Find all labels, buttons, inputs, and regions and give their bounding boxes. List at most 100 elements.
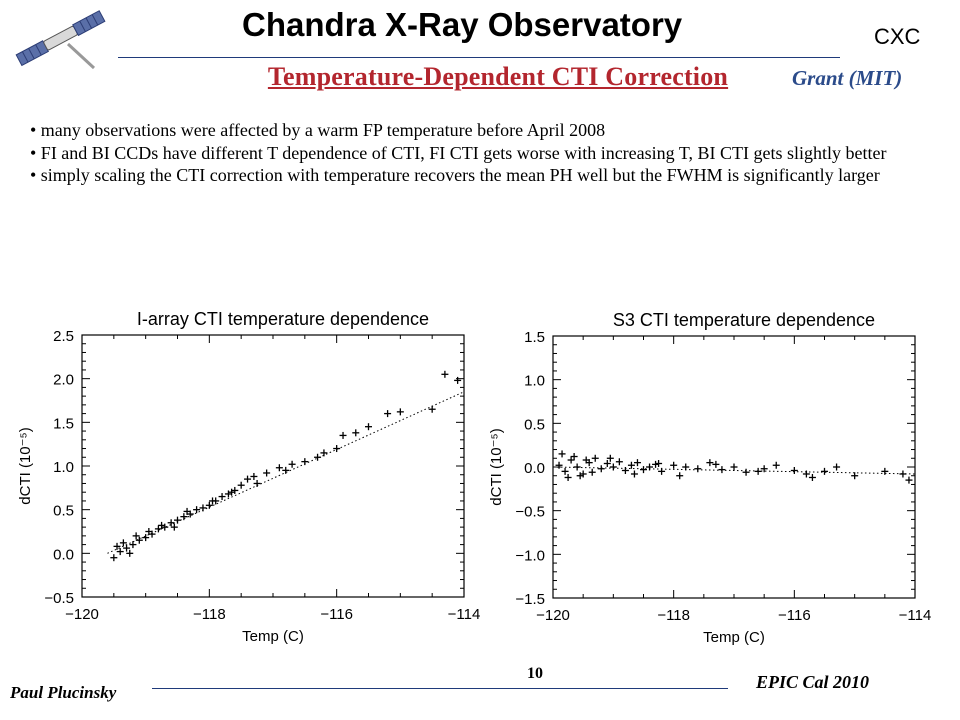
data-point xyxy=(676,472,684,480)
chart-i-array: I-array CTI temperature dependence −0.5 0.… xyxy=(12,302,480,652)
data-point xyxy=(174,516,181,524)
satellite-logo-svg xyxy=(15,10,106,70)
data-point xyxy=(428,405,436,413)
data-point xyxy=(899,470,907,478)
footer-divider xyxy=(152,688,728,689)
y-tick-label: 1.0 xyxy=(53,459,74,476)
data-point xyxy=(558,450,566,458)
data-point xyxy=(193,506,201,514)
chart-title: S3 CTI temperature dependence xyxy=(613,310,875,330)
data-point xyxy=(712,460,720,468)
data-point xyxy=(682,463,690,471)
data-point xyxy=(365,423,372,431)
data-point xyxy=(591,454,599,462)
chart-s3: S3 CTI temperature dependence −1.5 −1.0 −0.… xyxy=(487,303,943,653)
data-point xyxy=(237,481,245,489)
data-point xyxy=(588,468,596,476)
header-divider xyxy=(118,57,840,58)
footer-presenter: Paul Plucinsky xyxy=(10,683,117,702)
bullet-item: • many observations were affected by a w… xyxy=(30,120,606,140)
data-point xyxy=(655,460,663,468)
data-point xyxy=(333,445,341,453)
y-tick-label: 1.5 xyxy=(53,415,74,432)
data-point xyxy=(224,490,232,498)
y-tick-label: 2.5 xyxy=(53,328,74,345)
y-tick-label: 0.0 xyxy=(53,546,74,563)
data-point xyxy=(158,521,166,529)
data-point xyxy=(116,548,124,556)
x-tick-label: −114 xyxy=(899,607,932,624)
data-point xyxy=(833,463,841,471)
author-label: Grant (MIT) xyxy=(792,66,903,90)
data-point xyxy=(352,429,360,437)
x-tick-label: −118 xyxy=(657,607,690,624)
y-axis-label: dCTI (10⁻⁵) xyxy=(488,428,505,505)
data-point xyxy=(119,539,127,547)
data-point xyxy=(314,453,322,461)
data-point xyxy=(573,463,581,471)
data-point xyxy=(142,534,150,542)
footer-event: EPIC Cal 2010 xyxy=(756,672,870,692)
data-point xyxy=(384,410,392,418)
data-point xyxy=(113,542,121,550)
data-point xyxy=(441,370,449,378)
slide-subtitle: Temperature-Dependent CTI Correction xyxy=(267,62,729,91)
y-tick-label: −1.5 xyxy=(515,591,545,608)
y-tick-label: 0.5 xyxy=(524,416,545,433)
data-point xyxy=(851,472,859,480)
x-axis-label: Temp (C) xyxy=(242,628,304,645)
data-point xyxy=(802,470,810,478)
x-tick-label: −120 xyxy=(536,607,570,624)
y-tick-label: −0.5 xyxy=(44,590,74,607)
data-point xyxy=(754,467,762,475)
bullet-list: • many observations were affected by a w… xyxy=(30,119,930,187)
data-point xyxy=(275,464,283,472)
data-point xyxy=(199,504,207,512)
y-tick-label: −1.0 xyxy=(515,547,545,564)
data-point xyxy=(582,456,590,464)
data-point xyxy=(288,460,296,468)
satellite-icon xyxy=(6,4,116,74)
bullet-item: • simply scaling the CTI correction with… xyxy=(30,165,880,186)
y-tick-label: 0.0 xyxy=(524,460,545,477)
x-tick-label: −114 xyxy=(448,606,480,623)
data-point xyxy=(301,458,309,466)
data-point xyxy=(606,454,614,462)
data-point xyxy=(621,466,629,474)
data-point xyxy=(670,461,678,469)
data-point xyxy=(576,472,584,480)
data-point xyxy=(630,470,638,478)
x-tick-label: −116 xyxy=(778,607,811,624)
data-point xyxy=(339,431,347,439)
data-point xyxy=(640,466,647,474)
data-point xyxy=(154,525,162,533)
data-point xyxy=(205,501,213,509)
data-point xyxy=(652,460,660,468)
data-point xyxy=(555,461,563,469)
data-point xyxy=(167,519,175,527)
data-point xyxy=(183,507,191,515)
y-tick-label: 1.5 xyxy=(524,329,545,346)
x-tick-label: −120 xyxy=(65,606,99,623)
data-point xyxy=(718,466,726,474)
data-point xyxy=(228,488,236,496)
data-point xyxy=(135,536,143,544)
page-number: 10 xyxy=(527,665,543,682)
fit-line xyxy=(107,391,465,554)
y-tick-label: −0.5 xyxy=(515,504,545,521)
data-point xyxy=(905,476,913,484)
x-axis-label: Temp (C) xyxy=(703,629,765,646)
y-tick-label: 2.0 xyxy=(53,372,74,389)
bullet-item: • FI and BI CCDs have different T depend… xyxy=(30,142,887,163)
data-point xyxy=(263,469,271,477)
data-point xyxy=(742,468,750,476)
data-point xyxy=(454,376,462,384)
chart-s3-svg: S3 CTI temperature dependence −1.5 −1.0 −0.… xyxy=(488,310,932,646)
data-point xyxy=(145,528,153,535)
data-point xyxy=(123,544,131,552)
data-point xyxy=(250,472,258,480)
data-point xyxy=(209,497,217,505)
x-tick-label: −118 xyxy=(193,606,226,623)
data-point xyxy=(772,461,780,469)
data-point xyxy=(760,465,768,473)
